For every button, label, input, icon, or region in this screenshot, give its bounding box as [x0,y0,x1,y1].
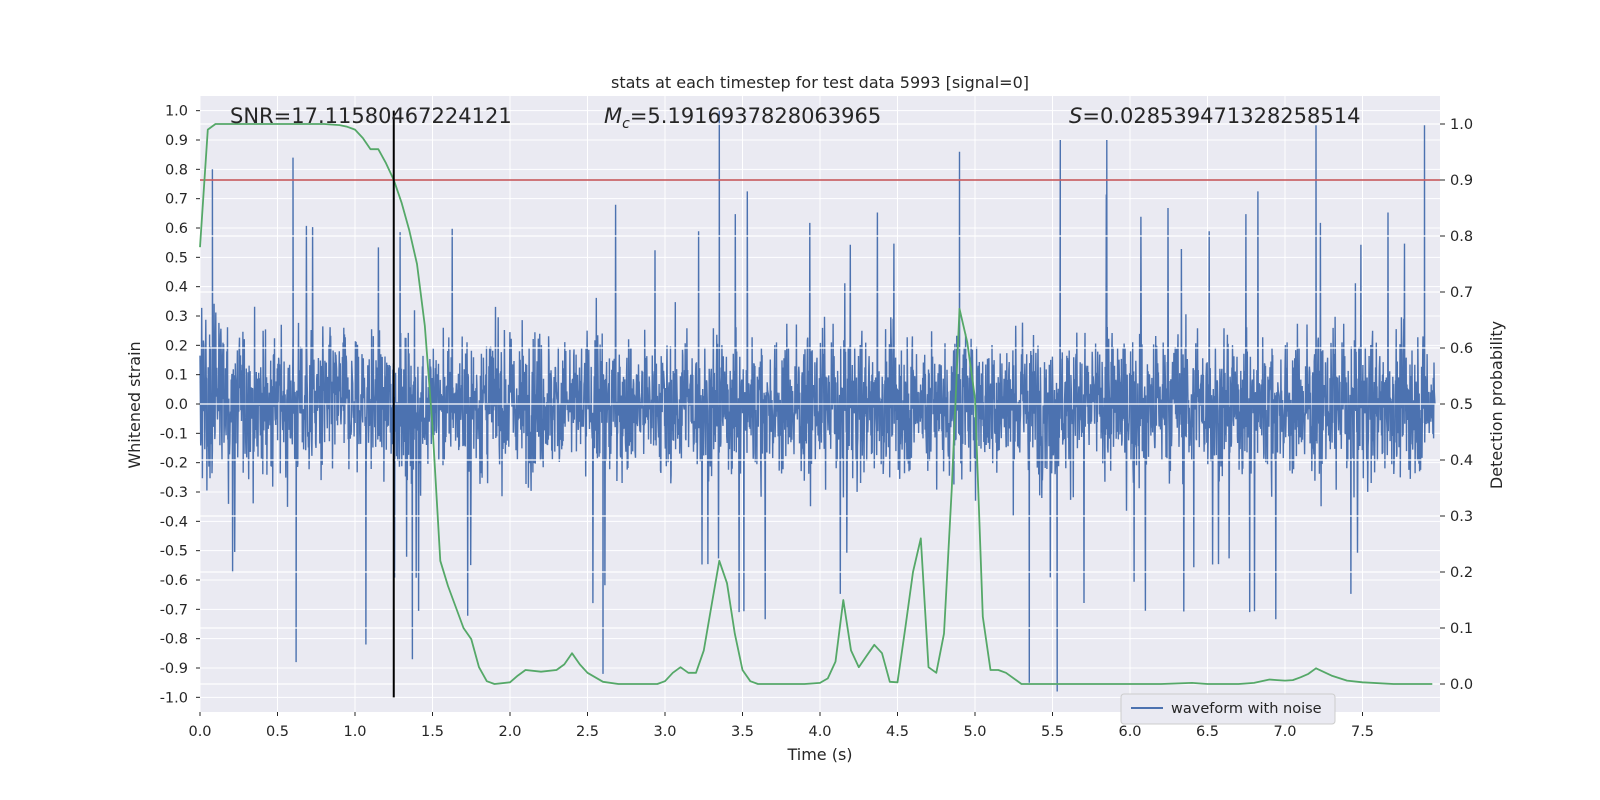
right-y-tick-label: 0.9 [1450,173,1473,189]
y-tick-label: 1.0 [165,104,188,120]
x-tick-label: 0.5 [266,724,289,740]
x-tick-label: 6.0 [1118,724,1141,740]
s-value: =0.028539471328258514 [1082,104,1360,128]
y-tick-label: 0.3 [165,309,188,325]
right-y-tick-label: 0.6 [1450,341,1473,357]
right-y-tick-label: 0.1 [1450,621,1473,637]
s-symbol: S [1069,104,1082,128]
right-y-tick-label: 0.7 [1450,285,1473,301]
y-axis-label: Whitened strain [125,341,144,468]
y-tick-label: -0.8 [160,632,188,648]
right-y-tick-label: 1.0 [1450,117,1473,133]
chart-title: stats at each timestep for test data 599… [611,73,1029,92]
x-tick-label: 7.0 [1273,724,1296,740]
x-tick-label: 1.5 [421,724,444,740]
y-tick-label: 0.1 [165,368,188,384]
x-tick-label: 6.5 [1196,724,1219,740]
y-tick-label: 0.9 [165,133,188,149]
x-tick-label: 2.5 [576,724,599,740]
y-tick-label: 0.8 [165,162,188,178]
x-tick-label: 4.0 [808,724,831,740]
chirp-mass-value: =5.1916937828063965 [630,104,881,128]
y-tick-label: -0.3 [160,485,188,501]
chirp-mass-symbol: M [604,104,622,128]
detection-probability-line [199,123,1433,685]
right-y-tick-label: 0.0 [1450,677,1473,693]
right-y-tick-label: 0.5 [1450,397,1473,413]
x-tick-label: 5.0 [963,724,986,740]
legend-label-waveform: waveform with noise [1171,701,1322,717]
y-tick-label: -0.2 [160,456,188,472]
y-tick-label: 0.6 [165,221,188,237]
y-tick-label: 0.2 [165,338,188,354]
right-y-tick-label: 0.2 [1450,565,1473,581]
x-tick-label: 3.5 [731,724,754,740]
s-annotation: S=0.028539471328258514 [1069,104,1360,128]
right-axis-label: Detection probability [1487,321,1506,489]
y-tick-label: -0.1 [160,426,188,442]
chirp-mass-annotation: Mc=5.1916937828063965 [604,104,881,132]
y-tick-label: -0.7 [160,602,188,618]
right-y-tick-label: 0.3 [1450,509,1473,525]
x-tick-label: 0.0 [188,724,211,740]
x-tick-label: 7.5 [1351,724,1374,740]
right-y-tick-label: 0.4 [1450,453,1473,469]
chirp-mass-subscript: c [622,116,630,132]
y-tick-label: 0.0 [165,397,188,413]
x-tick-label: 5.5 [1041,724,1064,740]
y-tick-label: 0.7 [165,192,188,208]
y-tick-label: 0.5 [165,250,188,266]
y-tick-label: -0.6 [160,573,188,589]
y-tick-label: -1.0 [160,690,188,706]
overlays [199,110,1440,698]
snr-annotation: SNR=17.11580467224121 [230,104,512,128]
ticks: 0.0 0.5 1.0 1.5 2.0 2.5 3.0 3.5 4.0 4.5 5.0 5.5 6.0 6… [160,104,1473,740]
y-tick-label: -0.4 [160,514,188,530]
x-tick-label: 3.0 [653,724,676,740]
waveform-series [199,110,1436,692]
y-tick-label: 0.4 [165,280,188,296]
legend: waveform with noise [1120,693,1336,725]
x-tick-label: 4.5 [886,724,909,740]
y-tick-label: -0.5 [160,544,188,560]
y-tick-label: -0.9 [160,661,188,677]
waveform-line [199,110,1436,692]
legend-box [1120,693,1336,725]
x-axis-label: Time (s) [786,745,852,764]
right-y-tick-label: 0.8 [1450,229,1473,245]
x-tick-label: 1.0 [343,724,366,740]
x-tick-label: 2.0 [498,724,521,740]
